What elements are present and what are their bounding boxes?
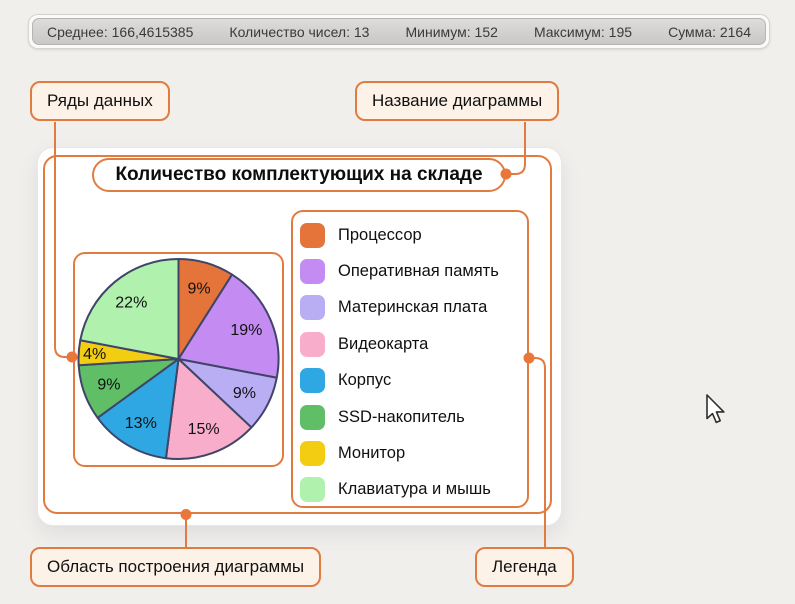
legend-label: Материнская плата bbox=[338, 298, 488, 317]
legend-label: Монитор bbox=[338, 444, 406, 463]
legend-swatch bbox=[300, 222, 325, 248]
callout-chart-title: Название диаграммы bbox=[355, 81, 560, 121]
chart-legend: Процессор Оперативная память Материнская п… bbox=[291, 210, 529, 508]
legend-row: Оперативная память bbox=[298, 253, 527, 289]
legend-row: SSD-накопитель bbox=[298, 399, 527, 435]
callout-legend: Легенда bbox=[475, 547, 574, 587]
legend-swatch bbox=[300, 404, 325, 430]
stats-item: Количество чисел: 13 bbox=[229, 23, 370, 40]
stats-bar-inner: Среднее: 166,4615385 Количество чисел: 13… bbox=[32, 18, 766, 45]
legend-row: Материнская плата bbox=[298, 290, 527, 326]
legend-swatch bbox=[300, 331, 325, 357]
stats-item: Сумма: 2164 bbox=[668, 23, 751, 40]
legend-swatch bbox=[300, 259, 325, 285]
plot-area-frame bbox=[43, 155, 552, 514]
stats-item: Минимум: 152 bbox=[405, 23, 498, 40]
legend-label: Видеокарта bbox=[338, 334, 429, 353]
legend-label: Процессор bbox=[338, 225, 422, 244]
legend-row: Процессор bbox=[298, 217, 527, 253]
stats-bar: Среднее: 166,4615385 Количество чисел: 13… bbox=[28, 14, 770, 49]
legend-label: Корпус bbox=[338, 371, 392, 390]
legend-swatch bbox=[300, 441, 325, 467]
callout-data-series: Ряды данных bbox=[30, 81, 170, 121]
legend-swatch bbox=[300, 477, 325, 503]
legend-swatch bbox=[300, 295, 325, 321]
legend-row: Видеокарта bbox=[298, 326, 527, 362]
legend-row: Корпус bbox=[298, 363, 527, 399]
pie-area-frame bbox=[73, 252, 284, 467]
legend-label: SSD-накопитель bbox=[338, 407, 465, 426]
legend-swatch bbox=[300, 368, 325, 394]
legend-row: Монитор bbox=[298, 435, 527, 471]
callout-plot-area: Область построения диаграммы bbox=[30, 547, 322, 587]
stats-item: Среднее: 166,4615385 bbox=[47, 23, 194, 40]
chart-title: Количество комплектующих на складе bbox=[92, 158, 506, 192]
mouse-cursor bbox=[706, 394, 725, 424]
legend-row: Клавиатура и мышь bbox=[298, 472, 527, 508]
legend-label: Оперативная память bbox=[338, 262, 499, 281]
stats-item: Максимум: 195 bbox=[533, 23, 633, 40]
legend-label: Клавиатура и мышь bbox=[338, 480, 491, 499]
